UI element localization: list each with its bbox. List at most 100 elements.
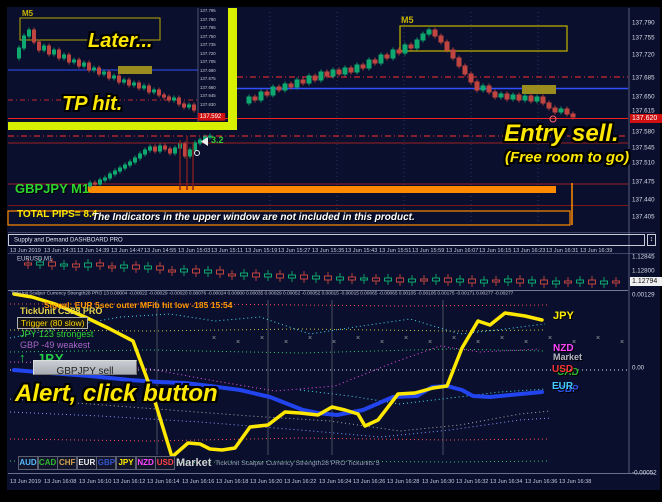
currency-button-chf[interactable]: CHF bbox=[57, 456, 78, 470]
inset-price-scale-label: 137.630 bbox=[200, 102, 216, 107]
time-axis-label: 13 Jun 16:39 bbox=[579, 247, 612, 254]
svg-text:×: × bbox=[524, 339, 528, 346]
main-price-scale-label: 137.475 bbox=[632, 178, 655, 186]
currency-button-gbp[interactable]: GBP bbox=[96, 456, 117, 470]
time-axis-label: 13 Jun 16:24 bbox=[318, 478, 352, 485]
currency-line-label-market: Market bbox=[553, 352, 583, 362]
svg-text:×: × bbox=[212, 335, 216, 342]
time-axis-label: 13 Jun 14:39 bbox=[77, 247, 110, 254]
inset-price-scale-label: 137.660 bbox=[200, 85, 216, 90]
svg-text:×: × bbox=[428, 339, 432, 346]
main-price-scale-label: 137.580 bbox=[632, 128, 655, 136]
gbpjpy-sell-button[interactable]: GBPJPY sell bbox=[33, 360, 137, 377]
currency-line-label-jpy: JPY bbox=[553, 310, 574, 322]
svg-text:×: × bbox=[572, 339, 576, 346]
time-axis-label: 13 Jun 16:26 bbox=[353, 478, 386, 485]
time-axis-label: 13 Jun 16:34 bbox=[490, 478, 523, 485]
time-axis-label: 13 Jun 16:07 bbox=[445, 247, 478, 254]
currency-button-aud[interactable]: AUD bbox=[18, 456, 38, 470]
time-axis-label: 13 Jun 16:10 bbox=[78, 478, 111, 485]
currency-line-label-cad: CAD bbox=[557, 367, 579, 378]
inset-price-scale-label: 137.795 bbox=[200, 9, 216, 14]
indicator-scale-bottom: -0.00052 bbox=[632, 469, 657, 477]
inset-price-scale-label: 137.780 bbox=[200, 17, 216, 22]
svg-text:×: × bbox=[548, 335, 552, 342]
pips-marker-value: 3.2 bbox=[211, 135, 224, 145]
svg-text:×: × bbox=[260, 335, 264, 342]
currency-button-cad[interactable]: CAD bbox=[37, 456, 58, 470]
svg-text:×: × bbox=[500, 335, 504, 342]
main-price-scale-label: 137.790 bbox=[632, 19, 655, 27]
time-axis-label: 13 Jun 15:19 bbox=[244, 247, 277, 254]
dashboard-tab[interactable]: Supply and Demand DASHBOARD PRO bbox=[8, 234, 645, 246]
time-axis-label: 13 Jun 16:14 bbox=[147, 478, 180, 485]
pair-timeframe-label: GBPJPY M1 bbox=[15, 181, 90, 196]
indicator-scale-top: 0.00129 bbox=[632, 291, 655, 299]
time-axis-label: 13 Jun 16:38 bbox=[558, 478, 592, 485]
time-axis-label: 13 Jun 16:16 bbox=[181, 478, 214, 485]
svg-text:×: × bbox=[380, 339, 384, 346]
free-room-annotation: (Free room to go) bbox=[505, 149, 630, 166]
time-axis-label: 13 Jun 16:18 bbox=[215, 478, 249, 485]
trigger-button-label: Trigger (80 slow) bbox=[21, 318, 85, 328]
currency-line-label-eur: EUR bbox=[552, 381, 574, 392]
svg-text:×: × bbox=[452, 335, 456, 342]
time-axis-label: 13 Jun 16:28 bbox=[387, 478, 420, 485]
time-axis-label: 13 Jun 16:23 bbox=[512, 247, 545, 254]
alert-annotation: Alert, click button bbox=[15, 380, 218, 407]
inset-price-scale-label: 137.705 bbox=[200, 60, 216, 65]
inset-price-scale-label: 137.735 bbox=[200, 43, 216, 48]
indicator-name-label: TickUnit CS28 PRO bbox=[20, 306, 103, 316]
svg-text:×: × bbox=[332, 339, 336, 346]
strongest-currency-label: JPY 123 strongest bbox=[20, 329, 94, 339]
time-axis-label: 13 Jun 15:59 bbox=[412, 247, 445, 254]
scroll-toggle[interactable]: ↕ bbox=[647, 234, 656, 246]
time-axis-label: 13 Jun 2019 bbox=[10, 247, 41, 254]
time-axis-label: 13 Jun 16:08 bbox=[44, 478, 77, 485]
entry-sell-annotation: Entry sell. bbox=[504, 120, 619, 147]
currency-line-label-nzd: NZD bbox=[553, 343, 574, 354]
time-axis-label: 13 Jun 15:51 bbox=[378, 247, 411, 254]
inset-price-scale-label: 137.675 bbox=[200, 77, 216, 82]
svg-text:×: × bbox=[236, 339, 240, 346]
time-axis-label: 13 Jun 15:03 bbox=[177, 247, 210, 254]
currency-line-label-gbp: GBP bbox=[557, 384, 579, 395]
inset-m5-label: M5 bbox=[22, 9, 34, 18]
currency-button-nzd[interactable]: NZD bbox=[135, 456, 156, 470]
later-annotation: Later... bbox=[88, 30, 153, 52]
disclaimer-text: The Indicators in the upper window are n… bbox=[92, 212, 415, 223]
time-axis-label: 13 Jun 15:11 bbox=[211, 247, 243, 254]
indicator-header-values: TickUnit Scalper Currency Strength28 PRO… bbox=[11, 290, 514, 296]
trigger-button[interactable]: Trigger (80 slow) bbox=[17, 317, 89, 329]
inset-current-price-box: 137.592 bbox=[198, 113, 226, 121]
weakest-currency-label: GBP -49 weakest bbox=[20, 340, 90, 350]
strip-symbol-label: EURUSD,M1 bbox=[17, 255, 53, 262]
strip-scale-mid: 1.12800 bbox=[632, 267, 655, 275]
main-current-price-box: 137.620 bbox=[630, 114, 662, 123]
inset-price-scale-label: 137.720 bbox=[200, 51, 216, 56]
svg-text:×: × bbox=[596, 335, 600, 342]
time-axis-label: 13 Jun 16:20 bbox=[250, 478, 283, 485]
currency-button-jpy[interactable]: JPY bbox=[116, 456, 136, 470]
dashboard-tab-label: Supply and Demand DASHBOARD PRO bbox=[14, 236, 123, 243]
updown-icon: ↕ bbox=[649, 236, 654, 243]
currency-button-eur[interactable]: EUR bbox=[76, 456, 97, 470]
signal-text: Signal: EUR 5sec outer MFib hit low -185… bbox=[44, 300, 233, 310]
indicator-status-text: TickUnit Scalper Currency Strength28 PRO… bbox=[215, 459, 380, 467]
main-price-scale-label: 137.720 bbox=[632, 51, 655, 59]
main-price-scale-label: 137.510 bbox=[632, 159, 655, 167]
currency-button-usd[interactable]: USD bbox=[155, 456, 176, 470]
main-m5-label: M5 bbox=[401, 15, 414, 25]
market-mode-label[interactable]: Market bbox=[176, 457, 212, 469]
time-axis-label: 13 Jun 16:32 bbox=[455, 478, 489, 485]
main-price-scale-label: 137.440 bbox=[632, 196, 655, 204]
time-axis-label: 13 Jun 14:31 bbox=[43, 247, 76, 254]
main-price-scale-label: 137.755 bbox=[632, 34, 655, 42]
main-price-scale-label: 137.405 bbox=[632, 213, 655, 221]
svg-text:×: × bbox=[308, 335, 312, 342]
time-axis-label: 13 Jun 16:36 bbox=[524, 478, 557, 485]
svg-text:×: × bbox=[476, 339, 480, 346]
time-axis-label: 13 Jun 14:47 bbox=[110, 247, 143, 254]
